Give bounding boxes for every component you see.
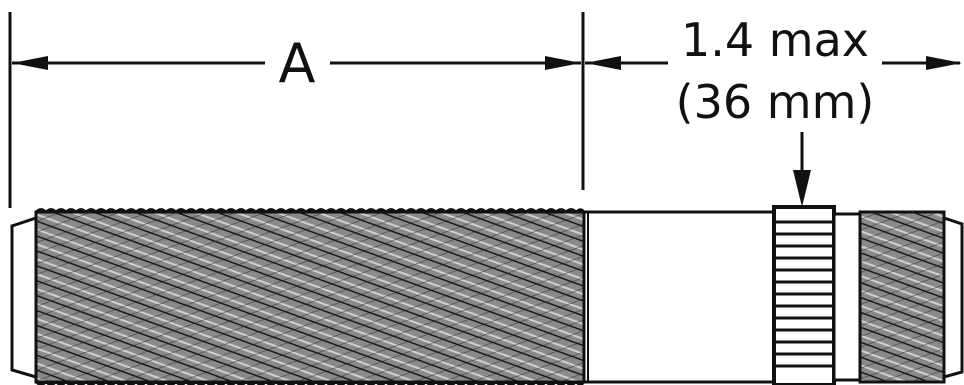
leader-arrow	[793, 132, 811, 207]
max-length-inches-label: 1.4 max	[681, 13, 869, 67]
arrowhead-right-max	[926, 56, 962, 70]
arrowhead-left-max	[585, 56, 621, 70]
left-tip	[10, 215, 38, 379]
smooth-shank	[582, 210, 776, 384]
groove	[832, 212, 862, 382]
dimension-max: 1.4 max (36 mm)	[585, 13, 962, 129]
right-tip	[942, 215, 964, 379]
arrowhead-right-a	[545, 56, 581, 70]
thread-crests-top	[35, 208, 586, 214]
dimension-a-label: A	[279, 32, 316, 95]
arrowhead-left	[12, 56, 48, 70]
dimension-a: A	[12, 32, 581, 95]
stud-body	[10, 205, 964, 385]
max-length-mm-label: (36 mm)	[676, 75, 875, 129]
knurl-section	[772, 205, 836, 385]
